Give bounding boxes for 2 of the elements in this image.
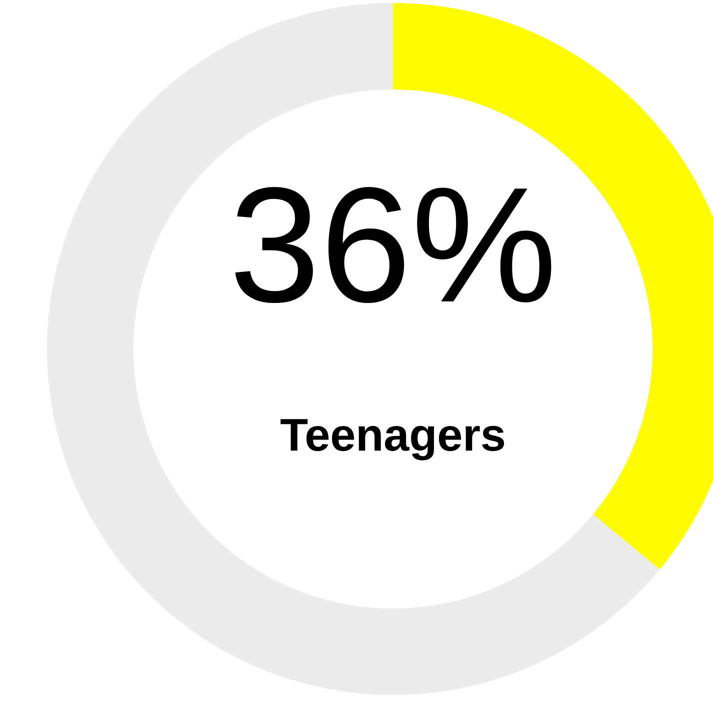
text: 36%	[235, 186, 552, 304]
text: Teenagers	[280, 419, 504, 460]
